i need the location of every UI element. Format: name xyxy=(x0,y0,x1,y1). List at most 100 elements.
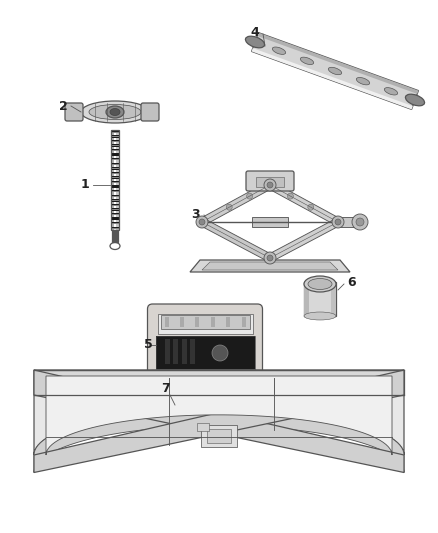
Circle shape xyxy=(264,179,276,191)
Ellipse shape xyxy=(304,312,336,320)
Bar xyxy=(111,199,119,201)
Bar xyxy=(111,204,119,206)
Text: 5: 5 xyxy=(144,338,152,351)
Bar xyxy=(111,195,119,197)
Ellipse shape xyxy=(110,109,120,116)
Bar xyxy=(181,339,187,365)
Bar xyxy=(111,181,119,183)
Bar xyxy=(111,185,119,188)
Ellipse shape xyxy=(81,101,149,123)
Bar xyxy=(111,150,119,151)
Bar xyxy=(111,130,119,230)
Text: 7: 7 xyxy=(161,382,170,394)
Bar xyxy=(241,317,246,327)
Bar xyxy=(165,317,169,327)
Bar xyxy=(111,205,119,206)
Bar xyxy=(155,336,254,369)
Bar xyxy=(111,219,119,220)
Bar xyxy=(304,282,309,316)
Bar xyxy=(211,317,215,327)
Text: 6: 6 xyxy=(348,276,356,288)
Bar xyxy=(165,339,170,365)
Bar xyxy=(111,140,119,142)
Polygon shape xyxy=(46,376,392,455)
Bar xyxy=(190,339,195,365)
Polygon shape xyxy=(190,260,350,272)
Bar xyxy=(111,187,119,188)
Bar xyxy=(112,230,118,242)
Bar xyxy=(111,164,119,165)
Bar xyxy=(111,196,119,197)
Polygon shape xyxy=(257,33,418,94)
Bar xyxy=(111,154,119,156)
Bar xyxy=(111,222,119,224)
Bar xyxy=(111,177,119,178)
Bar xyxy=(111,136,119,137)
Circle shape xyxy=(247,193,253,199)
Bar xyxy=(151,377,259,381)
Bar xyxy=(207,429,231,443)
Bar xyxy=(111,135,119,138)
Bar xyxy=(111,173,119,174)
Bar xyxy=(111,182,119,183)
Circle shape xyxy=(212,345,228,361)
Polygon shape xyxy=(251,48,413,109)
Ellipse shape xyxy=(106,106,124,118)
Polygon shape xyxy=(34,408,404,472)
Bar xyxy=(111,214,119,215)
Circle shape xyxy=(287,193,293,199)
Bar xyxy=(111,209,119,210)
Bar xyxy=(111,141,119,142)
Bar xyxy=(111,167,119,169)
Bar xyxy=(111,217,119,220)
Circle shape xyxy=(308,204,314,210)
Bar xyxy=(34,370,404,395)
Circle shape xyxy=(226,204,232,210)
Bar xyxy=(340,217,360,227)
FancyBboxPatch shape xyxy=(148,304,262,386)
Polygon shape xyxy=(200,181,272,225)
Ellipse shape xyxy=(328,67,342,75)
Bar xyxy=(111,149,119,151)
Text: 4: 4 xyxy=(251,26,259,38)
FancyBboxPatch shape xyxy=(65,103,83,121)
Text: 1: 1 xyxy=(81,179,89,191)
Ellipse shape xyxy=(308,279,332,289)
Polygon shape xyxy=(200,219,272,262)
Ellipse shape xyxy=(89,104,141,119)
FancyBboxPatch shape xyxy=(141,103,159,121)
Bar xyxy=(111,223,119,224)
Bar xyxy=(111,159,119,160)
Ellipse shape xyxy=(304,276,336,292)
Bar xyxy=(180,317,184,327)
Circle shape xyxy=(356,218,364,226)
Bar xyxy=(226,317,230,327)
Bar xyxy=(111,131,119,133)
Circle shape xyxy=(267,182,273,188)
Bar xyxy=(111,191,119,192)
Ellipse shape xyxy=(245,36,265,48)
Bar xyxy=(111,130,114,230)
Bar xyxy=(111,132,119,133)
Circle shape xyxy=(267,255,273,261)
Polygon shape xyxy=(34,370,404,455)
Circle shape xyxy=(196,216,208,228)
Bar xyxy=(111,228,119,229)
Ellipse shape xyxy=(384,87,398,95)
Circle shape xyxy=(199,219,205,225)
Circle shape xyxy=(352,214,368,230)
Polygon shape xyxy=(268,181,340,225)
Bar xyxy=(111,163,119,165)
Bar xyxy=(173,339,178,365)
Bar xyxy=(111,172,119,174)
Bar xyxy=(111,190,119,192)
Polygon shape xyxy=(268,219,340,262)
Text: 3: 3 xyxy=(192,208,200,222)
Bar xyxy=(111,200,119,201)
Bar xyxy=(197,423,209,431)
Circle shape xyxy=(335,219,341,225)
Circle shape xyxy=(332,216,344,228)
Bar xyxy=(155,336,254,369)
Bar xyxy=(116,130,119,230)
Bar xyxy=(111,176,119,179)
